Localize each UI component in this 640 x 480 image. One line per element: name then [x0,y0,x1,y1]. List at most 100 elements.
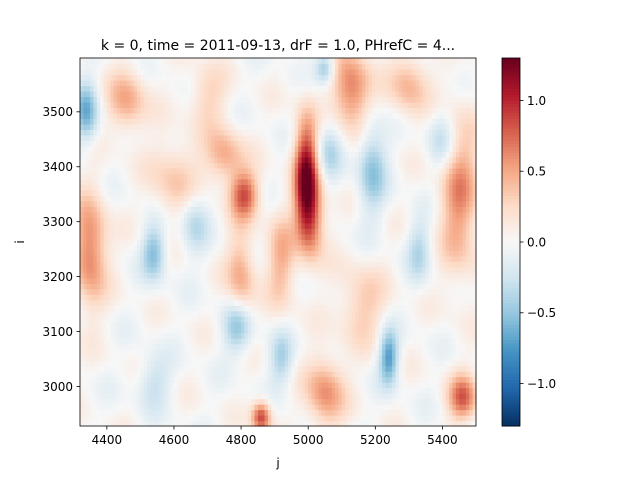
heatmap-cell [311,332,316,339]
heatmap-cell [371,327,376,334]
heatmap-cell [96,233,101,240]
heatmap-cell [80,376,84,383]
heatmap-cell [267,200,272,207]
heatmap-cell [247,409,252,416]
heatmap-cell [237,387,242,394]
heatmap-cell [459,299,464,306]
heatmap-cell [261,211,266,218]
heatmap-cell [80,404,84,411]
heatmap-cell [395,244,400,251]
heatmap-cell [472,200,477,207]
heatmap-cell [432,409,437,416]
heatmap-cell [388,299,393,306]
heatmap-cell [90,239,95,246]
heatmap-cell [130,250,135,257]
heatmap-cell [472,420,477,427]
heatmap-cell [177,387,182,394]
heatmap-cell [271,244,276,251]
heatmap-cell [264,327,269,334]
heatmap-cell [382,387,386,394]
heatmap-cell [358,415,363,422]
heatmap-cell [116,222,121,229]
heatmap-cell [137,200,142,207]
heatmap-cell [385,420,390,427]
heatmap-cell [274,239,279,246]
heatmap-cell [469,206,474,213]
heatmap-cell [378,338,383,345]
heatmap-cell [96,310,101,317]
heatmap-cell [120,365,125,372]
heatmap-cell [388,398,393,405]
heatmap-cell [341,404,346,411]
heatmap-cell [120,409,125,416]
heatmap-cell [385,310,390,317]
heatmap-cell [167,250,172,257]
heatmap-cell [160,404,165,411]
heatmap-cell [351,228,356,235]
heatmap-cell [435,387,440,394]
heatmap-cell [190,393,195,400]
heatmap-cell [321,261,326,268]
heatmap-cell [231,233,235,240]
heatmap-cell [254,222,259,229]
heatmap-cell [281,420,286,427]
heatmap-cell [442,255,447,262]
heatmap-cell [442,354,447,361]
heatmap-cell [311,294,316,301]
heatmap-cell [80,233,84,240]
heatmap-cell [355,360,360,367]
heatmap-cell [130,321,135,328]
heatmap-cell [432,420,437,427]
heatmap-cell [157,354,162,361]
heatmap-cell [257,349,262,356]
heatmap-cell [341,305,346,312]
heatmap-cell [157,393,162,400]
heatmap-cell [274,288,279,295]
heatmap-cell [469,376,474,383]
heatmap-cell [93,239,98,246]
heatmap-cell [439,195,444,202]
heatmap-cell [425,387,430,394]
heatmap-cell [113,321,118,328]
heatmap-cell [261,222,266,229]
heatmap-cell [241,420,246,427]
heatmap-cell [405,343,410,350]
heatmap-cell [217,409,222,416]
heatmap-cell [83,277,88,284]
heatmap-cell [80,299,84,306]
heatmap-cell [358,349,363,356]
heatmap-cell [271,233,276,240]
heatmap-cell [398,283,403,290]
heatmap-cell [116,420,121,427]
heatmap-cell [187,217,192,224]
heatmap-cell [83,305,88,312]
heatmap-cell [113,239,118,246]
heatmap-cell [304,371,309,378]
heatmap-cell [194,387,199,394]
heatmap-cell [204,310,209,317]
heatmap-cell [86,217,91,224]
heatmap-cell [472,354,477,361]
heatmap-cell [365,327,370,334]
heatmap-cell [284,233,289,240]
heatmap-cell [224,420,229,427]
heatmap-cell [241,305,246,312]
heatmap-cell [425,250,430,257]
heatmap-cell [378,239,383,246]
heatmap-cell [153,343,158,350]
heatmap-cell [190,222,195,229]
heatmap-cell [83,398,88,405]
heatmap-cell [361,365,366,372]
heatmap-cell [123,233,128,240]
heatmap-cell [442,343,447,350]
heatmap-cell [267,332,272,339]
heatmap-cell [93,272,98,279]
heatmap-cell [234,239,239,246]
heatmap-cell [227,211,232,218]
heatmap-cell [163,272,168,279]
heatmap-cell [204,266,209,273]
heatmap-cell [204,250,209,257]
heatmap-cell [210,250,215,257]
heatmap-cell [224,288,229,295]
heatmap-cell [227,283,232,290]
